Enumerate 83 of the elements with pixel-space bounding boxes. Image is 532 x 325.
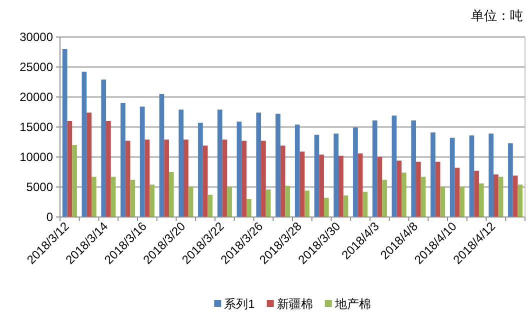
- text: 单位：吨: [471, 8, 523, 23]
- y-tick-label: 0: [46, 210, 54, 224]
- bar: [377, 157, 382, 217]
- bar: [164, 140, 169, 217]
- y-tick-label: 15000: [20, 120, 54, 134]
- y-tick-label: 30000: [20, 30, 54, 44]
- legend-label: 新疆棉: [276, 297, 313, 311]
- bar: [338, 156, 344, 217]
- bar: [106, 121, 111, 217]
- bar: [256, 112, 262, 217]
- bar: [246, 199, 252, 217]
- bar: [236, 122, 242, 217]
- bar: [86, 112, 92, 217]
- bar: [217, 110, 222, 217]
- bar: [82, 72, 87, 217]
- bar: [285, 186, 290, 217]
- bar: [324, 198, 329, 217]
- bar: [430, 132, 436, 217]
- bar: [140, 106, 145, 217]
- bar: [130, 180, 136, 217]
- bar: [392, 116, 397, 217]
- bar: [67, 121, 72, 217]
- bar: [319, 154, 324, 217]
- bar: [222, 140, 228, 217]
- bar: [159, 94, 164, 217]
- bar: [304, 190, 310, 217]
- bar: [62, 49, 68, 217]
- bar: [178, 110, 184, 217]
- bar: [488, 134, 494, 217]
- legend-label: 系列1: [224, 297, 256, 311]
- bar: [450, 138, 455, 217]
- bar: [101, 80, 106, 217]
- bar: [474, 170, 479, 217]
- y-tick-label: 25000: [20, 60, 54, 74]
- y-tick-label: 20000: [20, 90, 54, 104]
- bar: [478, 183, 484, 217]
- bar: [261, 140, 266, 217]
- bar: [382, 180, 387, 217]
- bar: [334, 134, 339, 217]
- bar: [416, 162, 421, 217]
- y-tick-label: 10000: [20, 150, 54, 164]
- bar: [498, 176, 504, 217]
- bar: [314, 134, 320, 217]
- bar: [300, 152, 305, 217]
- bar: [494, 174, 498, 217]
- bar: [266, 189, 271, 217]
- bar: [91, 176, 96, 217]
- bar: [460, 187, 464, 217]
- bar: [469, 135, 474, 217]
- bar: [120, 103, 126, 217]
- bar: [358, 153, 363, 217]
- bar: [280, 146, 286, 217]
- bar: [518, 184, 523, 217]
- bar: [372, 120, 378, 217]
- bar: [276, 114, 280, 217]
- bar: [454, 168, 460, 217]
- bar: [401, 172, 406, 217]
- bar: [72, 145, 77, 217]
- bar: [242, 140, 246, 217]
- bar: [168, 172, 174, 217]
- legend-label: 地产棉: [334, 297, 371, 311]
- bar: [343, 195, 348, 217]
- bar: [420, 176, 426, 217]
- bar: [396, 160, 402, 217]
- bar: [362, 192, 368, 217]
- bar: [110, 176, 116, 217]
- bar: [208, 194, 213, 217]
- bar: [512, 176, 518, 217]
- bar: [440, 187, 446, 217]
- bar: [144, 140, 150, 217]
- bar: [125, 140, 130, 217]
- bar: [294, 124, 300, 217]
- bar: [150, 184, 154, 217]
- bar: [435, 162, 440, 217]
- bar: [353, 128, 358, 217]
- bar: [198, 122, 203, 217]
- bar: [508, 143, 513, 217]
- bar: [227, 187, 232, 217]
- y-tick-label: 5000: [26, 180, 54, 194]
- bar: [202, 146, 208, 217]
- bar: [184, 140, 188, 217]
- bar: [411, 120, 416, 217]
- bar: [188, 187, 194, 217]
